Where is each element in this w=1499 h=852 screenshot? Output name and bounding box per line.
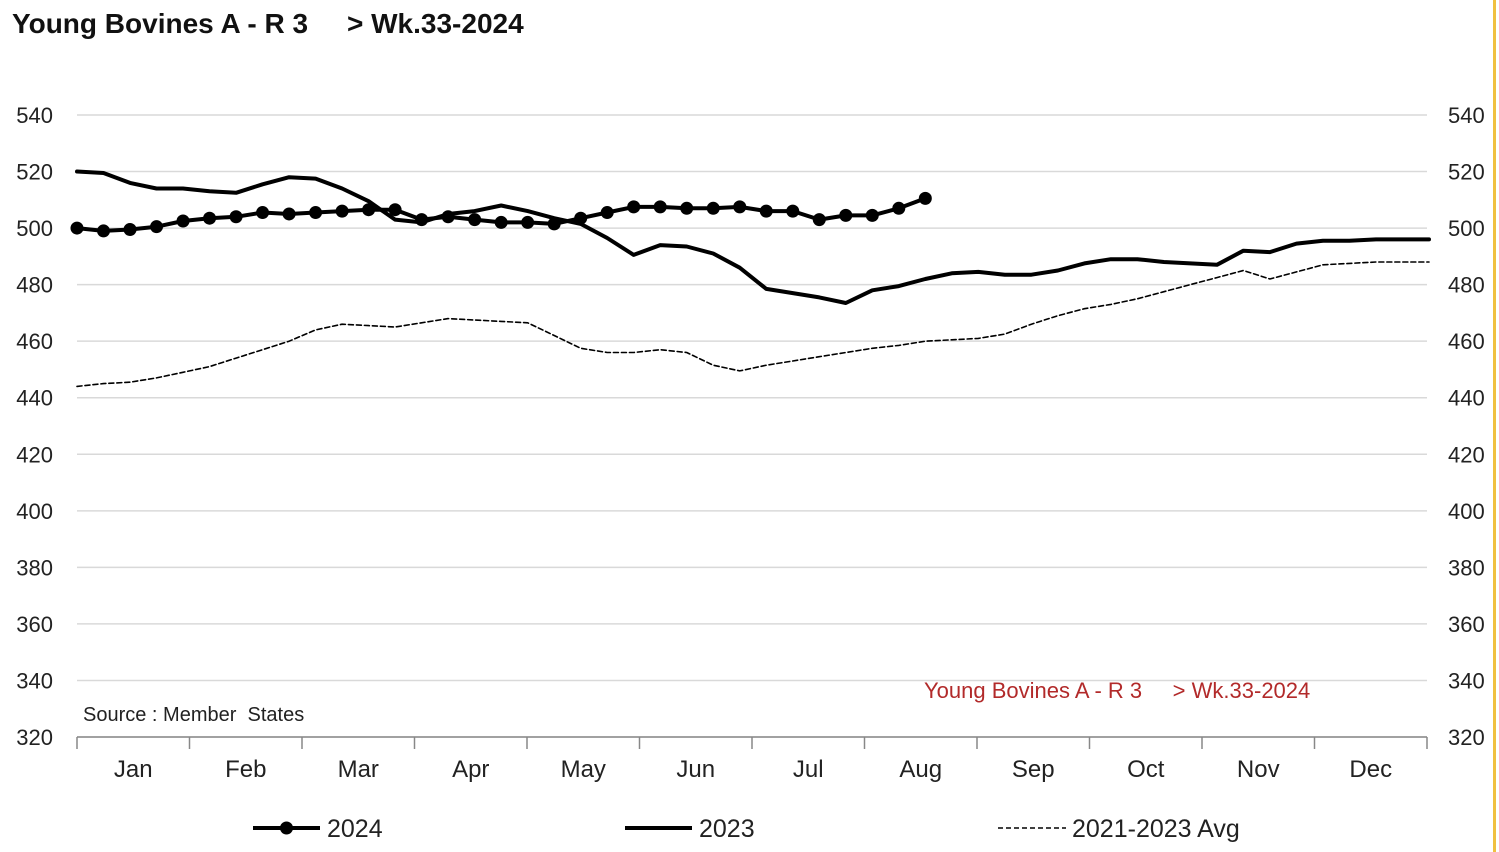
data-point-2024 [600, 206, 614, 220]
y-tick-label-left: 380 [16, 555, 53, 580]
data-point-2024 [203, 211, 217, 225]
data-point-2024 [176, 214, 190, 228]
x-tick-label-month: Aug [899, 756, 942, 783]
data-point-2024 [733, 200, 747, 214]
x-tick-label-month: Feb [225, 756, 266, 783]
y-tick-label-right: 340 [1448, 668, 1485, 693]
series-line-2023 [75, 169, 1431, 305]
y-tick-label-right: 400 [1448, 499, 1485, 524]
y-tick-label-left: 320 [16, 725, 53, 750]
legend: 2024 2023 2021-2023 Avg [253, 815, 1240, 843]
y-tick-label-left: 440 [16, 386, 53, 411]
y-tick-label-left: 420 [16, 442, 53, 467]
y-tick-label-right: 420 [1448, 442, 1485, 467]
y-tick-label-right: 480 [1448, 273, 1485, 298]
data-point-2024 [892, 201, 906, 215]
data-point-2024 [97, 224, 111, 238]
y-tick-label-left: 460 [16, 329, 53, 354]
data-point-2024 [839, 208, 853, 222]
series-lines [70, 169, 1431, 388]
watermark-label: Young Bovines A - R 3 > Wk.33-2024 [924, 678, 1311, 703]
x-tick-label-month: Dec [1349, 756, 1392, 783]
data-point-2024 [229, 210, 243, 224]
y-tick-label-left: 400 [16, 499, 53, 524]
data-point-2024 [918, 191, 932, 205]
data-point-2024 [282, 207, 296, 221]
data-point-2024 [70, 221, 84, 235]
y-tick-label-left: 360 [16, 612, 53, 637]
y-tick-label-left: 340 [16, 668, 53, 693]
data-point-2024 [521, 215, 535, 229]
data-point-2024 [812, 213, 826, 227]
data-point-2024 [468, 213, 482, 227]
legend-label: 2023 [699, 815, 755, 843]
y-tick-label-right: 380 [1448, 555, 1485, 580]
y-tick-label-left: 500 [16, 216, 53, 241]
y-tick-label-right: 540 [1448, 103, 1485, 128]
y-tick-label-right: 360 [1448, 612, 1485, 637]
data-point-2024 [256, 206, 270, 220]
data-point-2024 [335, 204, 349, 218]
axes: 320 320 340 340 360 360 380 380 400 400 420 420 440 4… [16, 103, 1484, 783]
y-tick-label-right: 320 [1448, 725, 1485, 750]
data-point-2024 [388, 203, 402, 217]
x-tick-label-month: May [561, 756, 606, 783]
y-tick-label-right: 460 [1448, 329, 1485, 354]
data-point-2024 [786, 204, 800, 218]
y-tick-label-left: 480 [16, 273, 53, 298]
x-tick-label-month: Nov [1237, 756, 1280, 783]
legend-marker [280, 821, 293, 835]
data-point-2024 [627, 200, 641, 214]
legend-label: 2024 [327, 815, 383, 843]
data-point-2024 [309, 206, 323, 220]
data-point-2024 [759, 204, 773, 218]
chart-title: Young Bovines A - R 3 > Wk.33-2024 [12, 8, 524, 39]
data-point-2024 [706, 201, 720, 215]
y-tick-label-right: 500 [1448, 216, 1485, 241]
y-tick-label-right: 440 [1448, 386, 1485, 411]
legend-label: 2021-2023 Avg [1072, 815, 1240, 843]
x-tick-label-month: Jun [676, 756, 715, 783]
x-tick-label-month: Sep [1012, 756, 1055, 783]
y-tick-label-left: 540 [16, 103, 53, 128]
data-point-2024 [494, 215, 508, 229]
y-tick-label-right: 520 [1448, 160, 1485, 185]
x-tick-label-month: Apr [452, 756, 489, 783]
data-point-2024 [680, 201, 694, 215]
x-tick-label-month: Jan [114, 756, 153, 783]
data-point-2024 [150, 220, 164, 234]
source-note: Source : Member States [83, 704, 305, 726]
data-point-2024 [123, 223, 137, 237]
y-tick-label-left: 520 [16, 160, 53, 185]
x-tick-label-month: Oct [1127, 756, 1165, 783]
data-point-2024 [653, 200, 667, 214]
x-tick-label-month: Jul [793, 756, 824, 783]
accent-border [1493, 0, 1496, 852]
data-point-2024 [865, 208, 879, 222]
series-line-2021-2023-avg [76, 261, 1430, 388]
data-point-2024 [362, 203, 376, 217]
x-tick-label-month: Mar [338, 756, 379, 783]
